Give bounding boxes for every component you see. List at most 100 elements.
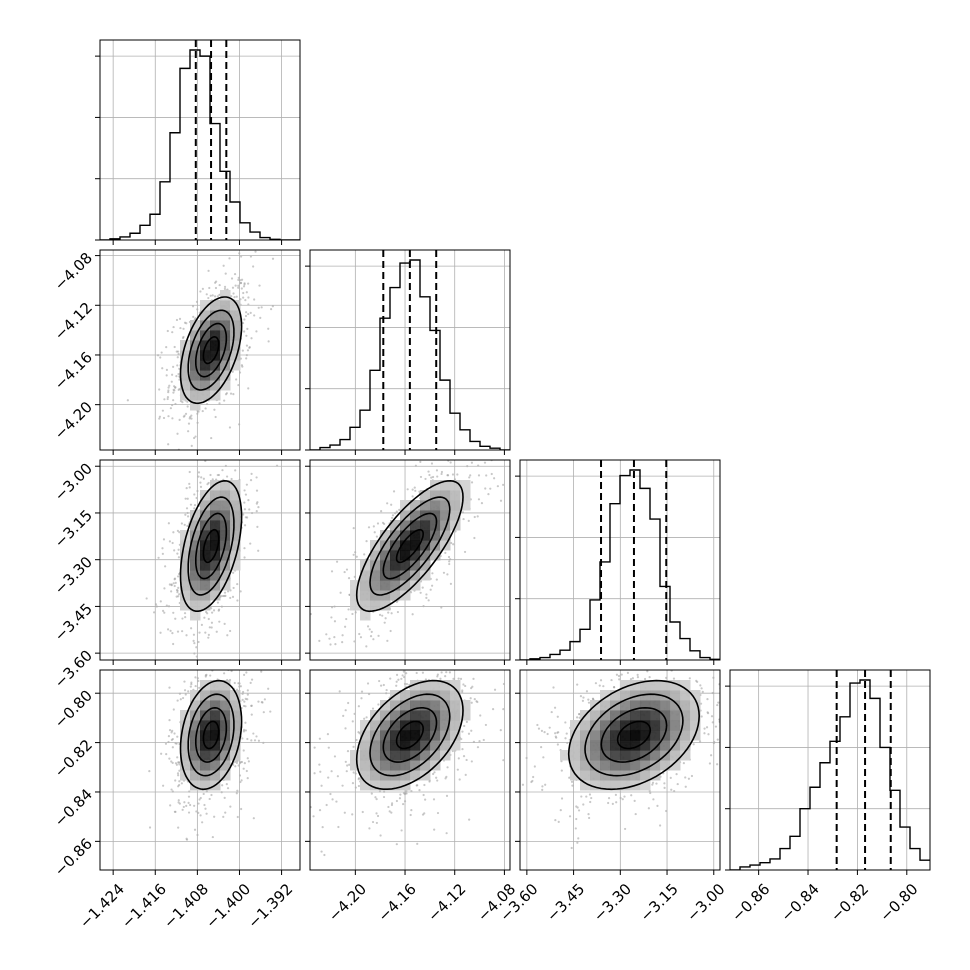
scatter-point (237, 383, 240, 387)
scatter-point (171, 373, 174, 376)
density-cell (190, 610, 201, 621)
density-cell (450, 680, 461, 691)
x-tick-label: −3.00 (683, 880, 728, 925)
scatter-point (351, 782, 355, 785)
scatter-point (181, 617, 184, 620)
scatter-point (176, 529, 179, 532)
scatter-point (700, 715, 703, 718)
density-cell (690, 690, 701, 701)
density-cell (410, 770, 421, 781)
density-cell (350, 750, 361, 761)
density-cell (400, 520, 411, 531)
contours (355, 679, 464, 790)
density-cell (410, 750, 421, 761)
scatter-point (229, 805, 232, 808)
scatter-point (489, 487, 492, 490)
scatter-point (168, 729, 172, 732)
scatter-point (246, 349, 250, 352)
y-tick-label: −0.86 (51, 835, 96, 880)
panel-2-3 (515, 655, 724, 875)
scatter-point (330, 616, 333, 619)
density-cell (380, 530, 391, 541)
scatter-point (200, 476, 203, 479)
scatter-point (160, 752, 163, 755)
density-cell (430, 720, 441, 731)
scatter-point (424, 678, 428, 681)
scatter-point (198, 798, 201, 801)
scatter-point (225, 392, 228, 395)
x-tick-label: −0.84 (778, 880, 823, 925)
scatter-point (413, 486, 416, 489)
scatter-point (370, 630, 373, 634)
density-cell (430, 680, 441, 691)
density-cell (610, 740, 621, 751)
scatter-point (382, 795, 386, 799)
scatter-point (582, 803, 585, 806)
scatter-point (176, 772, 180, 775)
contours (179, 296, 243, 405)
scatter-point (172, 611, 175, 614)
scatter-point (175, 375, 178, 378)
scatter-point (218, 283, 221, 287)
scatter-point (161, 547, 164, 550)
scatter-point (607, 801, 610, 805)
density-cell (660, 730, 671, 741)
scatter-point (207, 633, 210, 636)
scatter-point (446, 766, 449, 769)
density-cell (430, 750, 441, 761)
scatter-point (239, 760, 242, 764)
scatter-point (390, 802, 394, 805)
scatter-point (241, 349, 244, 352)
scatter-point (202, 477, 205, 480)
scatter-point (449, 461, 452, 464)
density-cell (450, 480, 461, 491)
scatter-point (243, 524, 247, 527)
scatter-point (702, 655, 704, 657)
scatter-point (224, 811, 227, 814)
density-cell (360, 610, 371, 621)
density-cell (650, 730, 661, 741)
density-cell (600, 690, 611, 701)
scatter-point (250, 739, 253, 742)
scatter-point (447, 555, 451, 559)
density-cell (210, 750, 221, 761)
scatter-point (369, 635, 373, 638)
density-cell (220, 700, 231, 711)
scatter-point (184, 497, 187, 500)
density-cell (230, 340, 241, 351)
scatter-point (434, 641, 436, 643)
density-cell (210, 320, 221, 331)
x-tick-label: −3.45 (543, 880, 588, 925)
scatter-point (190, 417, 193, 420)
scatter-point (480, 502, 484, 505)
panel-0-3 (95, 669, 301, 875)
scatter-point (271, 257, 275, 260)
density-cells (180, 680, 241, 791)
scatter-point (243, 489, 246, 492)
scatter-point (629, 678, 633, 681)
scatter-point (427, 470, 430, 473)
panel-frame (99, 669, 301, 871)
scatter-point (170, 760, 173, 763)
scatter-point (185, 634, 188, 637)
scatter-point (193, 828, 197, 831)
density-cell (440, 690, 451, 701)
density-cell (360, 730, 371, 741)
density-cell (370, 560, 381, 571)
scatter-point (243, 700, 246, 703)
density-cell (200, 390, 211, 401)
scatter-point (518, 440, 520, 442)
scatter-point (195, 810, 198, 813)
scatter-point (207, 636, 210, 639)
scatter-point (237, 682, 240, 685)
scatter-point (168, 679, 170, 681)
scatter-point (575, 805, 578, 808)
scatter-point (445, 794, 449, 797)
density-cell (660, 680, 671, 691)
scatter-point (722, 747, 724, 749)
scatter-point (422, 793, 425, 797)
scatter-point (183, 523, 186, 526)
density-cell (610, 730, 621, 741)
density-cell (220, 550, 231, 561)
scatter-point (210, 436, 213, 440)
